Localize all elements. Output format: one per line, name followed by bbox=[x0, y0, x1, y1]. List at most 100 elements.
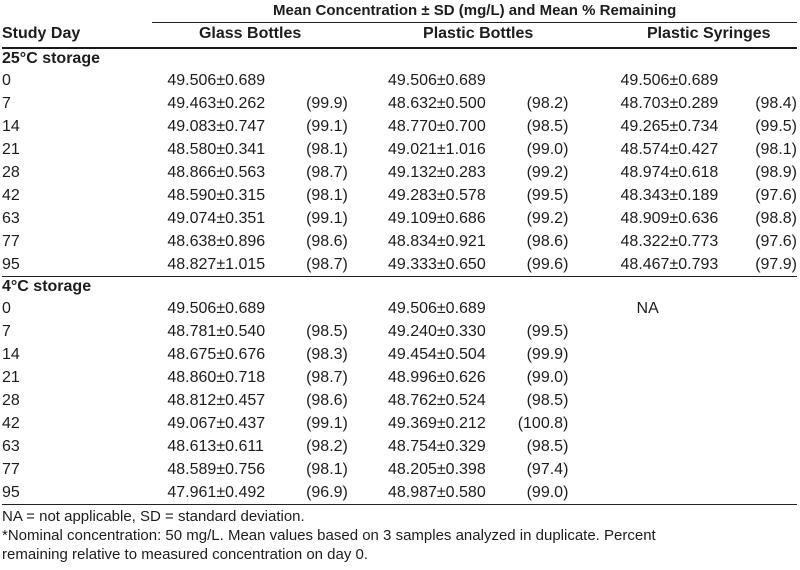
plastic-syringes-percent-cell bbox=[733, 69, 797, 92]
plastic-syringes-percent-cell: (98.4) bbox=[755, 95, 797, 112]
column-gap bbox=[348, 253, 388, 277]
table-row: 77 48.638±0.896 (98.6) 48.834±0.921 (98.6) 48… bbox=[2, 230, 797, 253]
table-row: 21 48.860±0.718 (98.7) 48.996±0.626 (99.0) bbox=[2, 366, 797, 389]
column-gap bbox=[568, 161, 620, 184]
study-day-cell: 63 bbox=[2, 210, 20, 227]
stability-table: Mean Concentration ± SD (mg/L) and Mean … bbox=[2, 1, 797, 505]
plastic-syringes-percent-cell bbox=[733, 458, 797, 481]
plastic-bottles-percent-cell: (97.4) bbox=[526, 461, 569, 478]
column-gap bbox=[348, 184, 388, 207]
plastic-syringes-percent-cell bbox=[733, 320, 797, 343]
plastic-syringes-value-cell: 48.467±0.793 bbox=[620, 256, 719, 273]
plastic-bottles-percent-cell: (99.2) bbox=[526, 164, 569, 181]
table-row: 28 48.866±0.563 (98.7) 49.132±0.283 (99.2) 48… bbox=[2, 161, 797, 184]
glass-percent-cell: (99.9) bbox=[306, 95, 348, 112]
plastic-syringes-value-cell: 49.265±0.734 bbox=[620, 118, 719, 135]
column-gap bbox=[348, 458, 388, 481]
plastic-bottles-value-cell: 49.454±0.504 bbox=[387, 346, 486, 363]
column-gap bbox=[348, 115, 388, 138]
column-gap bbox=[568, 297, 620, 320]
glass-percent-cell: (98.1) bbox=[306, 187, 348, 204]
study-day-cell: 0 bbox=[2, 300, 11, 317]
column-gap bbox=[568, 253, 620, 277]
spanner-spacer bbox=[2, 1, 152, 23]
plastic-syringes-value-cell bbox=[621, 435, 733, 458]
plastic-bottles-value-cell: 48.762±0.524 bbox=[387, 392, 486, 409]
study-day-cell: 95 bbox=[2, 484, 20, 501]
plastic-syringes-percent-cell bbox=[733, 412, 797, 435]
column-gap bbox=[348, 297, 388, 320]
glass-value-cell: 49.506±0.689 bbox=[167, 72, 266, 89]
study-day-cell: 14 bbox=[2, 346, 20, 363]
glass-percent-cell: (98.7) bbox=[306, 256, 348, 273]
plastic-syringes-value-cell: 48.909±0.636 bbox=[620, 210, 719, 227]
column-gap bbox=[568, 435, 620, 458]
plastic-bottles-percent-cell: (98.6) bbox=[526, 233, 569, 250]
plastic-bottles-value-cell: 49.506±0.689 bbox=[387, 300, 486, 317]
column-header-plastic-bottles: Plastic Bottles bbox=[387, 22, 569, 49]
plastic-syringes-value-cell bbox=[621, 320, 733, 343]
column-gap bbox=[348, 389, 388, 412]
glass-value-cell: 49.463±0.262 bbox=[167, 95, 266, 112]
column-gap bbox=[348, 435, 388, 458]
plastic-syringes-value-cell: 48.703±0.289 bbox=[620, 95, 719, 112]
glass-percent-cell: (98.1) bbox=[306, 141, 348, 158]
study-day-cell: 14 bbox=[2, 118, 20, 135]
glass-percent-cell bbox=[278, 297, 348, 320]
glass-percent-cell: (96.9) bbox=[306, 484, 348, 501]
plastic-bottles-percent-cell: (99.5) bbox=[526, 187, 569, 204]
plastic-bottles-percent-cell: (99.9) bbox=[526, 346, 569, 363]
plastic-bottles-value-cell: 49.283±0.578 bbox=[387, 187, 486, 204]
study-day-cell: 63 bbox=[2, 438, 20, 455]
plastic-bottles-percent-cell: (99.0) bbox=[526, 369, 569, 386]
section-label: 4°C storage bbox=[2, 276, 797, 297]
column-gap bbox=[348, 343, 388, 366]
plastic-bottles-value-cell: 48.754±0.329 bbox=[387, 438, 486, 455]
column-gap bbox=[568, 366, 620, 389]
column-gap bbox=[348, 481, 388, 505]
plastic-syringes-value-cell: 49.506±0.689 bbox=[620, 72, 719, 89]
glass-value-cell: 48.589±0.756 bbox=[167, 461, 266, 478]
study-day-cell: 42 bbox=[2, 415, 20, 432]
plastic-bottles-value-cell: 48.987±0.580 bbox=[387, 484, 486, 501]
glass-value-cell: 47.961±0.492 bbox=[167, 484, 266, 501]
table-row: 0 49.506±0.689 49.506±0.689 NA bbox=[2, 297, 797, 320]
table-row: 28 48.812±0.457 (98.6) 48.762±0.524 (98.5) bbox=[2, 389, 797, 412]
table-row: 42 48.590±0.315 (98.1) 49.283±0.578 (99.5) 48… bbox=[2, 184, 797, 207]
column-gap bbox=[348, 161, 388, 184]
section-row: 25°C storage bbox=[2, 48, 797, 69]
plastic-syringes-value-cell bbox=[621, 458, 733, 481]
table-row: 7 49.463±0.262 (99.9) 48.632±0.500 (98.2) 48.… bbox=[2, 92, 797, 115]
glass-value-cell: 48.590±0.315 bbox=[167, 187, 266, 204]
column-gap bbox=[568, 115, 620, 138]
glass-percent-cell: (98.5) bbox=[306, 323, 348, 340]
plastic-bottles-value-cell: 49.369±0.212 bbox=[387, 415, 486, 432]
table-row: 14 49.083±0.747 (99.1) 48.770±0.700 (98.5) 49… bbox=[2, 115, 797, 138]
plastic-bottles-value-cell: 48.770±0.700 bbox=[387, 118, 486, 135]
study-day-cell: 77 bbox=[2, 461, 20, 478]
plastic-syringes-value-cell bbox=[621, 412, 733, 435]
plastic-bottles-value-cell: 49.132±0.283 bbox=[387, 164, 486, 181]
spanner-row: Mean Concentration ± SD (mg/L) and Mean … bbox=[2, 1, 797, 23]
plastic-bottles-value-cell: 49.506±0.689 bbox=[387, 72, 486, 89]
glass-percent-cell: (98.7) bbox=[306, 369, 348, 386]
column-gap bbox=[348, 69, 388, 92]
glass-percent-cell bbox=[278, 69, 348, 92]
table-row: 77 48.589±0.756 (98.1) 48.205±0.398 (97.4) bbox=[2, 458, 797, 481]
glass-percent-cell: (98.3) bbox=[306, 346, 348, 363]
column-header-glass-bottles: Glass Bottles bbox=[152, 22, 348, 49]
study-day-cell: 42 bbox=[2, 187, 20, 204]
plastic-syringes-percent-cell: (98.8) bbox=[755, 210, 797, 227]
column-gap bbox=[568, 92, 620, 115]
column-gap bbox=[568, 207, 620, 230]
glass-value-cell: 48.580±0.341 bbox=[167, 141, 266, 158]
plastic-syringes-percent-cell: (98.1) bbox=[755, 141, 797, 158]
table-row: 0 49.506±0.689 49.506±0.689 49.506±0.689 bbox=[2, 69, 797, 92]
column-gap bbox=[348, 412, 388, 435]
column-gap bbox=[348, 320, 388, 343]
footnote-abbreviations: NA = not applicable, SD = standard devia… bbox=[2, 508, 305, 525]
study-day-cell: 7 bbox=[2, 95, 11, 112]
plastic-bottles-value-cell: 48.632±0.500 bbox=[387, 95, 486, 112]
plastic-bottles-percent-cell: (99.0) bbox=[526, 141, 569, 158]
